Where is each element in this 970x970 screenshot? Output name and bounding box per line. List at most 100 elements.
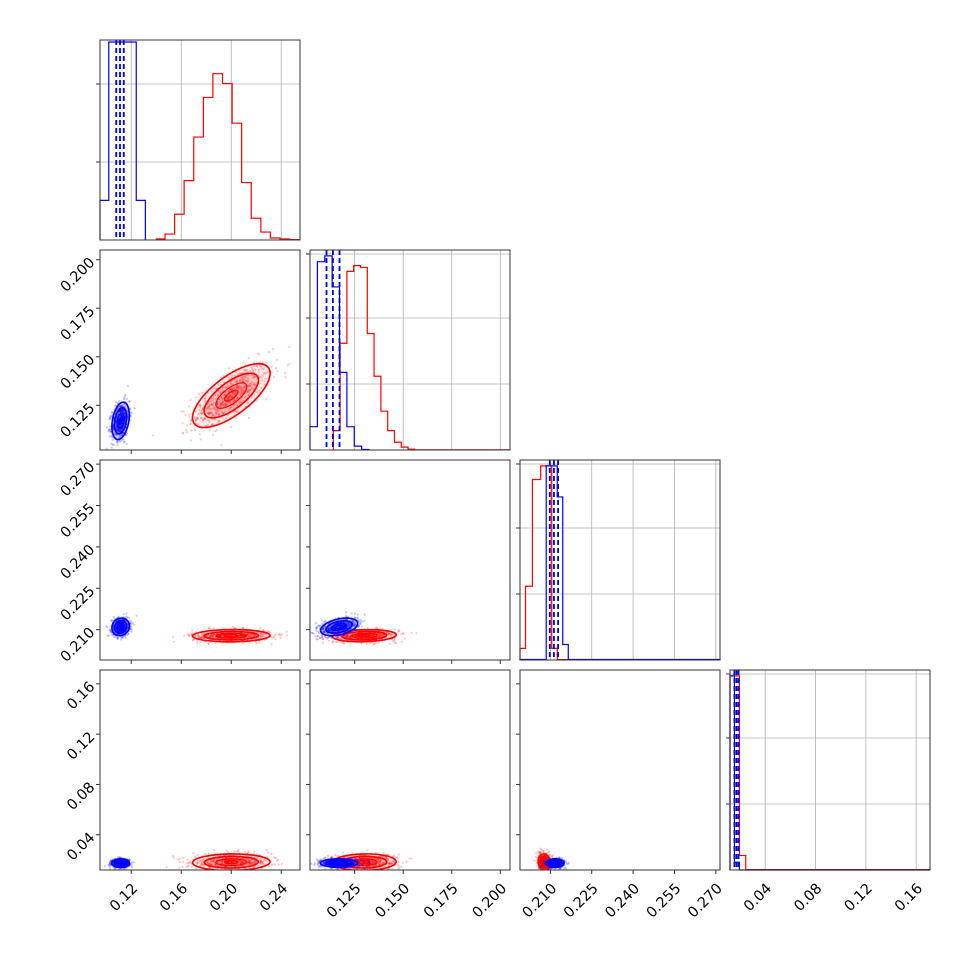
blue-scatter-point [121,410,124,413]
blue-scatter-point [116,429,119,432]
red-scatter-point [270,852,273,855]
red-scatter-point [226,384,229,387]
blue-scatter-point [109,629,112,632]
red-scatter-point [248,641,251,644]
red-scatter-point [242,634,245,637]
blue-scatter-point [119,405,122,408]
red-scatter-point [217,409,220,413]
blue-scatter-point [109,859,113,862]
red-scatter-point [400,641,403,644]
red-scatter-point [283,371,287,375]
blue-scatter-point [331,627,335,630]
red-scatter-point [238,872,240,874]
blue-contour [118,861,123,865]
red-scatter-point [263,380,266,383]
red-scatter-point [267,350,270,353]
red-scatter-point [242,378,245,381]
blue-scatter-point [118,425,121,429]
red-scatter-point [244,396,247,399]
red-scatter-point [266,855,269,859]
red-scatter-point [209,407,212,410]
red-scatter-point [248,860,251,863]
red-scatter-point [238,372,241,375]
blue-scatter-point [108,628,111,631]
blue-scatter-point [121,409,125,412]
blue-scatter-point [121,411,125,414]
red-scatter-point [224,393,227,396]
red-scatter-point [326,637,329,640]
red-scatter-point [233,861,236,864]
red-scatter-point [236,403,239,406]
red-scatter-point [345,635,349,638]
blue-scatter-point [346,624,349,628]
red-scatter-point [221,633,224,637]
blue-scatter-point [125,398,128,401]
cloud-group [310,611,418,646]
blue-scatter-point [117,429,120,432]
red-scatter-point [279,636,282,640]
red-scatter-point [233,374,237,377]
red-scatter-point [181,865,184,869]
red-scatter-point [212,401,215,405]
red-scatter-point [415,632,418,635]
red-scatter-point [233,387,236,390]
red-scatter-point [248,859,251,862]
red-scatter-point [243,375,247,378]
red-scatter-point [217,861,220,864]
red-scatter-point [247,862,250,865]
blue-scatter-point [126,384,129,387]
blue-scatter-point [328,636,331,639]
red-scatter-point [207,405,210,408]
red-scatter-point [355,635,358,638]
red-scatter-point [197,412,200,416]
red-scatter-point [212,413,215,417]
red-scatter-point [209,860,213,863]
red-scatter-point [260,365,263,368]
red-scatter-point [184,413,187,416]
red-scatter-point [229,406,233,409]
red-scatter-point [250,861,253,864]
red-scatter-point [216,412,219,415]
blue-scatter-point [122,613,125,616]
red-scatter-point [212,848,216,852]
red-scatter-point [214,411,218,414]
blue-scatter-point [114,404,117,407]
red-scatter-point [321,635,324,638]
red-scatter-point [200,413,203,416]
red-scatter-point [228,395,231,398]
red-scatter-point [201,407,204,411]
red-scatter-point [379,634,382,637]
blue-scatter-point [118,400,121,403]
red-scatter-point [220,862,223,865]
red-scatter-point [201,420,204,423]
red-scatter-point [249,633,252,637]
red-scatter-point [235,410,238,413]
red-scatter-point [216,403,219,406]
blue-scatter-point [118,429,121,432]
red-scatter-point [380,633,383,636]
blue-scatter-point [106,634,109,637]
red-scatter-point [189,422,192,425]
red-scatter-point [233,861,236,864]
red-scatter-point [267,370,270,374]
red-scatter-point [207,419,211,422]
red-scatter-point [196,861,199,864]
blue-scatter-point [109,630,112,633]
red-scatter-point [253,365,256,368]
red-scatter-point [195,418,198,421]
red-scatter-point [259,861,262,864]
red-scatter-point [223,409,226,413]
red-scatter-point [228,407,232,410]
blue-scatter-point [117,636,120,639]
red-scatter-point [204,397,207,400]
joint-panel-1-3 [96,459,301,664]
red-scatter-point [206,861,209,865]
red-contour [203,855,260,869]
blue-scatter-point [314,622,317,625]
blue-scatter-point [122,410,125,413]
red-scatter-point [218,634,221,638]
red-scatter-point [347,636,351,639]
blue-scatter-point [120,414,124,417]
red-scatter-point [190,633,193,637]
